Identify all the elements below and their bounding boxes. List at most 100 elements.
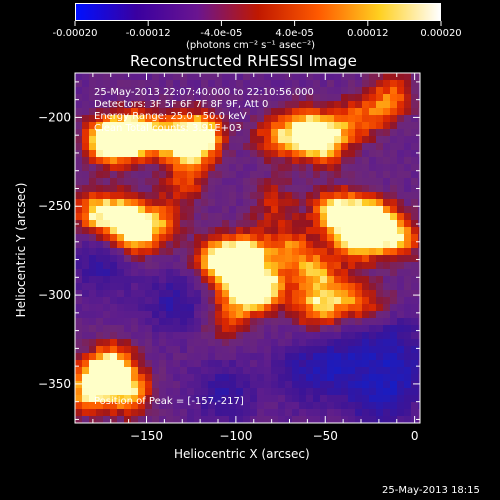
image-pixel	[404, 136, 411, 143]
image-pixel	[110, 115, 117, 122]
image-pixel	[75, 227, 82, 234]
image-pixel	[355, 143, 362, 150]
image-pixel	[348, 332, 355, 339]
image-pixel	[341, 262, 348, 269]
image-pixel	[292, 339, 299, 346]
image-pixel	[243, 276, 250, 283]
image-pixel	[362, 374, 369, 381]
image-pixel	[89, 94, 96, 101]
image-pixel	[82, 101, 89, 108]
image-pixel	[166, 395, 173, 402]
image-pixel	[243, 213, 250, 220]
image-pixel	[215, 108, 222, 115]
image-pixel	[110, 318, 117, 325]
image-pixel	[166, 409, 173, 416]
image-pixel	[362, 227, 369, 234]
image-pixel	[131, 395, 138, 402]
image-pixel	[187, 318, 194, 325]
image-pixel	[145, 353, 152, 360]
image-pixel	[250, 87, 257, 94]
image-pixel	[124, 290, 131, 297]
image-pixel	[292, 73, 299, 80]
image-pixel	[75, 381, 82, 388]
image-pixel	[229, 227, 236, 234]
image-pixel	[383, 227, 390, 234]
image-pixel	[159, 199, 166, 206]
image-pixel	[348, 241, 355, 248]
image-pixel	[243, 136, 250, 143]
image-pixel	[145, 297, 152, 304]
image-pixel	[75, 269, 82, 276]
image-pixel	[138, 150, 145, 157]
image-pixel	[187, 213, 194, 220]
image-pixel	[397, 122, 404, 129]
image-pixel	[271, 192, 278, 199]
image-pixel	[313, 157, 320, 164]
image-pixel	[187, 108, 194, 115]
image-pixel	[201, 185, 208, 192]
image-pixel	[159, 164, 166, 171]
image-pixel	[243, 297, 250, 304]
image-pixel	[103, 332, 110, 339]
image-pixel	[271, 87, 278, 94]
image-pixel	[110, 136, 117, 143]
image-pixel	[201, 192, 208, 199]
image-pixel	[376, 416, 383, 423]
image-pixel	[236, 374, 243, 381]
image-pixel	[362, 185, 369, 192]
image-pixel	[173, 416, 180, 423]
image-pixel	[264, 325, 271, 332]
x-axis-label: Heliocentric X (arcsec)	[174, 447, 310, 461]
image-pixel	[390, 94, 397, 101]
image-pixel	[187, 178, 194, 185]
image-pixel	[376, 136, 383, 143]
image-pixel	[278, 73, 285, 80]
image-pixel	[152, 206, 159, 213]
image-pixel	[390, 311, 397, 318]
image-pixel	[159, 227, 166, 234]
image-pixel	[327, 241, 334, 248]
image-pixel	[131, 318, 138, 325]
image-pixel	[278, 297, 285, 304]
image-pixel	[117, 164, 124, 171]
image-pixel	[397, 304, 404, 311]
image-pixel	[131, 227, 138, 234]
image-pixel	[348, 402, 355, 409]
image-pixel	[313, 80, 320, 87]
image-pixel	[236, 269, 243, 276]
image-pixel	[278, 178, 285, 185]
image-pixel	[75, 213, 82, 220]
image-pixel	[236, 199, 243, 206]
image-pixel	[229, 276, 236, 283]
image-pixel	[369, 269, 376, 276]
image-pixel	[271, 157, 278, 164]
image-pixel	[236, 122, 243, 129]
image-pixel	[180, 402, 187, 409]
image-pixel	[131, 129, 138, 136]
image-pixel	[264, 143, 271, 150]
image-pixel	[201, 297, 208, 304]
image-pixel	[166, 178, 173, 185]
image-pixel	[152, 381, 159, 388]
image-pixel	[110, 395, 117, 402]
image-pixel	[222, 311, 229, 318]
image-pixel	[397, 136, 404, 143]
image-pixel	[138, 122, 145, 129]
image-pixel	[306, 136, 313, 143]
image-pixel	[271, 255, 278, 262]
image-pixel	[173, 178, 180, 185]
image-pixel	[145, 318, 152, 325]
image-pixel	[397, 115, 404, 122]
image-pixel	[124, 122, 131, 129]
image-pixel	[201, 73, 208, 80]
image-pixel	[243, 115, 250, 122]
image-pixel	[285, 416, 292, 423]
image-pixel	[138, 353, 145, 360]
image-pixel	[299, 374, 306, 381]
image-pixel	[411, 367, 418, 374]
image-pixel	[411, 94, 418, 101]
image-pixel	[313, 164, 320, 171]
image-pixel	[194, 178, 201, 185]
image-pixel	[138, 283, 145, 290]
image-pixel	[215, 80, 222, 87]
